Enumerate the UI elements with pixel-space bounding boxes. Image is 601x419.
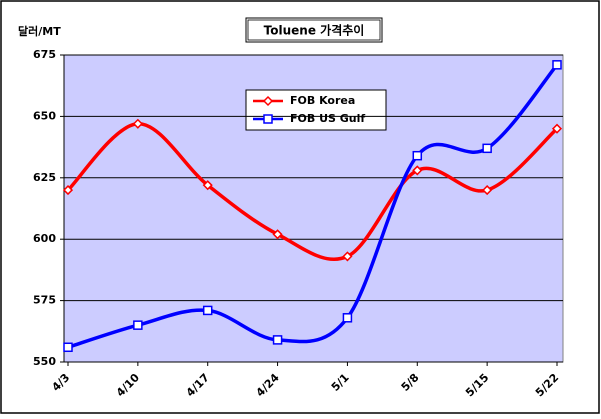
marker <box>342 313 353 323</box>
marker <box>412 165 423 176</box>
marker <box>482 143 492 154</box>
y-axis-label: 달러/MT <box>18 24 61 38</box>
y-tick-label: 550 <box>33 355 56 368</box>
marker <box>552 60 562 70</box>
title-box <box>245 17 383 43</box>
title-box-inner <box>247 19 381 41</box>
marker <box>272 335 283 345</box>
marker <box>132 118 143 129</box>
y-tick-label: 625 <box>33 171 56 184</box>
legend-label: FOB Korea <box>290 94 355 107</box>
marker <box>272 229 283 240</box>
marker <box>412 150 423 161</box>
marker <box>133 320 143 330</box>
y-tick-label: 575 <box>33 294 56 307</box>
y-tick-label: 675 <box>33 48 56 61</box>
y-tick-label: 650 <box>33 109 56 122</box>
legend-label: FOB US Gulf <box>290 112 365 125</box>
y-tick-label: 600 <box>33 232 56 245</box>
marker <box>63 342 73 353</box>
marker <box>342 251 353 262</box>
marker <box>202 180 213 191</box>
marker <box>62 185 74 196</box>
chart-title: Toluene 가격추이 <box>264 23 365 38</box>
marker <box>263 114 273 124</box>
marker <box>262 95 274 107</box>
marker <box>482 185 493 196</box>
marker <box>551 123 563 134</box>
marker <box>202 305 213 316</box>
